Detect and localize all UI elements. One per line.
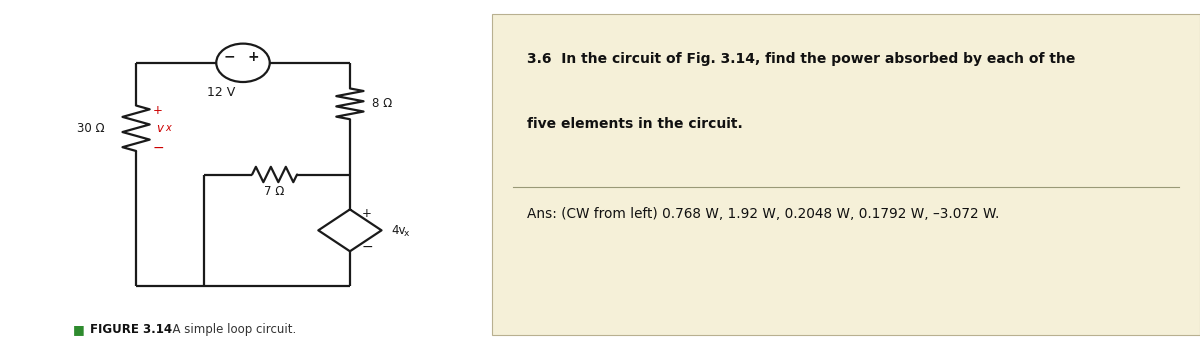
Text: 4v: 4v [391, 224, 406, 237]
Text: −: − [152, 140, 163, 155]
Text: −: − [223, 50, 235, 64]
Text: FIGURE 3.14: FIGURE 3.14 [90, 323, 172, 336]
Text: +: + [362, 207, 372, 220]
Text: −: − [361, 240, 373, 254]
Text: 8 Ω: 8 Ω [372, 97, 392, 110]
Text: Ans: (CW from left) 0.768 W, 1.92 W, 0.2048 W, 0.1792 W, –3.072 W.: Ans: (CW from left) 0.768 W, 1.92 W, 0.2… [528, 207, 1000, 221]
Text: x: x [166, 123, 170, 133]
Text: five elements in the circuit.: five elements in the circuit. [528, 117, 743, 131]
Text: ■: ■ [73, 323, 85, 336]
Text: +: + [154, 104, 163, 117]
Text: x: x [403, 229, 409, 238]
Text: v: v [156, 122, 163, 135]
Text: 3.6  In the circuit of Fig. 3.14, find the power absorbed by each of the: 3.6 In the circuit of Fig. 3.14, find th… [528, 52, 1075, 67]
Text: 12 V: 12 V [208, 86, 235, 99]
Text: A simple loop circuit.: A simple loop circuit. [166, 323, 296, 336]
FancyBboxPatch shape [492, 14, 1200, 335]
Text: +: + [248, 50, 259, 64]
Text: 7 Ω: 7 Ω [264, 185, 284, 198]
Text: 30 Ω: 30 Ω [77, 122, 104, 135]
